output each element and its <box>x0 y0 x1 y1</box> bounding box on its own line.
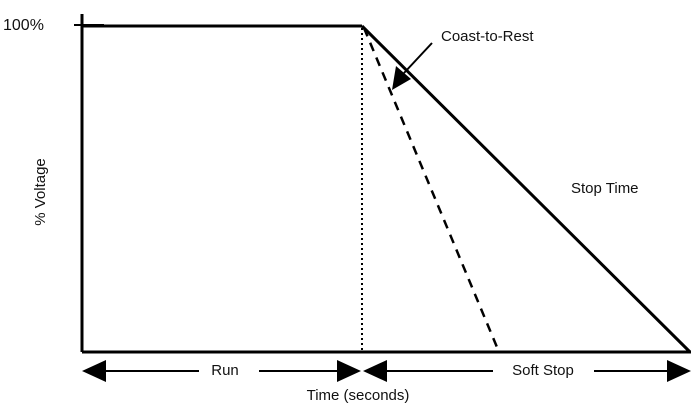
coast-to-rest-label: Coast-to-Rest <box>441 28 534 45</box>
soft-stop-ramp <box>360 24 692 354</box>
coast-pointer-arrowhead <box>392 66 411 90</box>
y-max-label: 100% <box>3 17 44 34</box>
soft-stop-right-arrowhead <box>667 360 691 382</box>
coast-to-rest-line <box>362 27 501 353</box>
run-right-arrowhead <box>337 360 361 382</box>
run-left-arrowhead <box>82 360 106 382</box>
run-label: Run <box>211 362 239 379</box>
stop-time-label: Stop Time <box>571 180 639 197</box>
coast-pointer-arrow-shaft <box>403 42 433 74</box>
soft-stop-label: Soft Stop <box>512 362 574 379</box>
x-axis-label: Time (seconds) <box>307 387 410 404</box>
y-axis-label: % Voltage <box>32 158 49 226</box>
soft-stop-left-arrowhead <box>363 360 387 382</box>
